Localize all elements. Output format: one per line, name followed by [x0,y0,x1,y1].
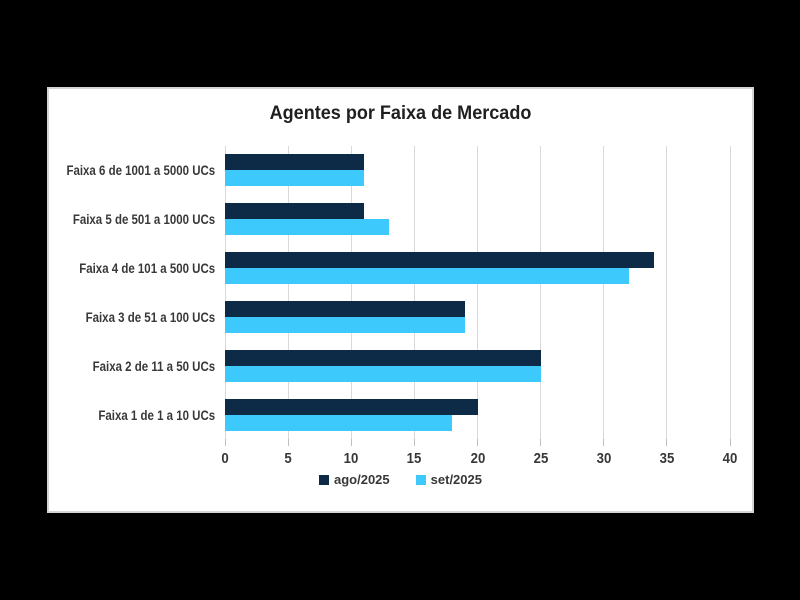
legend-swatch [415,474,426,485]
gridline [540,146,542,439]
category-label: Faixa 5 de 501 a 1000 UCs [72,211,216,228]
x-axis-tick-label: 5 [284,450,292,467]
bar-ago-2025 [225,300,465,317]
bar-set-2025 [225,365,541,382]
bar-ago-2025 [225,349,541,366]
x-axis-tick [413,439,415,446]
plot-area [224,146,731,439]
gridline [413,146,415,439]
x-axis-tick [540,439,542,446]
legend-label: set/2025 [430,472,482,487]
bar-set-2025 [225,316,465,333]
bar-set-2025 [225,219,390,236]
gridline [666,146,668,439]
bar-ago-2025 [225,252,655,269]
bar-group [225,244,730,293]
category-label: Faixa 6 de 1001 a 5000 UCs [66,162,216,179]
category-label: Faixa 1 de 1 a 10 UCs [98,406,216,423]
x-axis-tick [666,439,668,446]
gridline [350,146,352,439]
bar-ago-2025 [225,154,364,171]
x-axis-tick-label: 40 [722,450,738,467]
x-axis-tick [287,439,289,446]
chart-title: Agentes por Faixa de Mercado [269,103,532,124]
category-label: Faixa 3 de 51 a 100 UCs [85,308,216,325]
gridline [477,146,478,439]
bar-set-2025 [225,170,364,187]
x-axis-tick-label: 15 [407,450,422,467]
legend-label: ago/2025 [334,472,390,487]
x-axis-tick-label: 0 [221,450,229,467]
bar-group [225,146,730,195]
x-axis-tick [477,439,478,446]
gridline [729,146,731,439]
bar-group [225,195,730,244]
bar-groups [225,146,730,439]
x-axis-tick [729,439,731,446]
x-axis-ticks [224,439,731,446]
category-axis: Faixa 6 de 1001 a 5000 UCs Faixa 5 de 501… [59,146,225,439]
bar-ago-2025 [225,398,478,415]
x-axis-tick [224,439,226,446]
bar-group [225,341,730,390]
gridline [603,146,605,439]
bar-group [225,390,730,439]
x-axis-tick [350,439,352,446]
category-label: Faixa 4 de 101 a 500 UCs [79,260,216,277]
bar-set-2025 [225,268,629,285]
legend: ago/2025 set/2025 [49,472,752,487]
chart-card: Agentes por Faixa de Mercado Faixa 6 de … [47,87,754,513]
x-axis-labels: 0 5 10 15 20 25 30 35 40 [221,450,737,468]
x-axis-tick-label: 10 [343,450,359,467]
bar-set-2025 [225,414,453,431]
legend-swatch [319,474,329,485]
bar-ago-2025 [225,203,364,220]
legend-item: ago/2025 [319,472,390,487]
bar-group [225,292,730,341]
x-axis-tick [603,439,605,446]
category-label: Faixa 2 de 11 a 50 UCs [92,357,216,374]
gridline [224,146,226,439]
x-axis-tick-label: 35 [659,450,675,467]
x-axis-tick-label: 20 [470,450,485,467]
x-axis-tick-label: 30 [596,450,612,467]
gridline [287,146,289,439]
x-axis-tick-label: 25 [533,450,548,467]
legend-item: set/2025 [415,472,482,487]
